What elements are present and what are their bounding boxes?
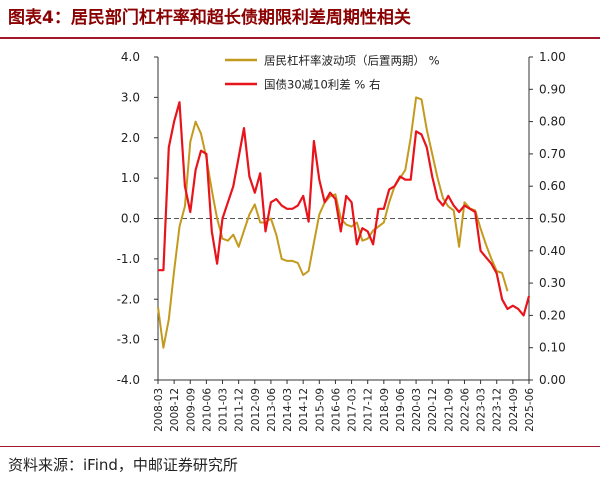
x-axis-tick-label: 2009-09	[185, 388, 197, 432]
x-axis-tick-label: 2011-12	[234, 388, 246, 432]
legend-label: 国债30减10利差 % 右	[264, 78, 381, 92]
right-axis-tick-label: 0.40	[539, 244, 566, 258]
x-axis-tick-label: 2022-06	[459, 388, 471, 432]
x-axis-tick-label: 2018-09	[379, 388, 391, 432]
x-axis-tick-label: 2012-09	[250, 388, 262, 432]
right-axis-tick-label: 0.00	[539, 373, 566, 387]
x-axis-tick-label: 2023-12	[492, 388, 504, 432]
chart-legend: 居民杠杆率波动项（后置两期） % 国债30减10利差 % 右	[225, 54, 440, 92]
x-axis-tick-label: 2016-06	[330, 388, 342, 432]
x-axis-tick-label: 2011-03	[218, 388, 230, 432]
right-axis-tick-label: 0.70	[539, 147, 566, 161]
right-axis-tick-label: 0.10	[539, 341, 566, 355]
x-axis-tick-label: 2013-06	[266, 388, 278, 432]
x-axis-tick-label: 2015-09	[314, 388, 326, 432]
title-divider	[0, 37, 600, 39]
x-axis-tick-label: 2021-09	[443, 388, 455, 432]
right-axis-tick-label: 1.00	[539, 50, 566, 64]
right-axis-tick-label: 0.30	[539, 276, 566, 290]
x-axis-tick-label: 2008-03	[153, 388, 165, 432]
right-axis-tick-label: 0.60	[539, 179, 566, 193]
left-axis-tick-label: -4.0	[117, 373, 140, 387]
legend-label: 居民杠杆率波动项（后置两期） %	[264, 54, 440, 68]
left-axis-tick-label: 2.0	[121, 131, 140, 145]
x-axis-tick-label: 2017-03	[347, 388, 359, 432]
right-axis-tick-label: 0.90	[539, 82, 566, 96]
x-axis-tick-label: 2020-12	[427, 388, 439, 432]
x-axis-tick-label: 2024-09	[508, 388, 520, 432]
x-axis-tick-label: 2023-03	[476, 388, 488, 432]
chart-series	[157, 96, 531, 349]
left-axis-tick-label: -2.0	[117, 292, 140, 306]
left-axis-tick-label: 0.0	[121, 212, 140, 226]
x-axis-tick-label: 2017-12	[363, 388, 375, 432]
source-note: 资料来源：iFind，中邮证券研究所	[8, 456, 238, 474]
left-axis-tick-label: -3.0	[117, 333, 140, 347]
right-axis-tick-label: 0.20	[539, 308, 566, 322]
x-axis-tick-label: 2025-06	[524, 388, 536, 432]
line-chart: 4.0 3.0 2.0 1.0 0.0 -1.0 -2.0 -3.0 -4.0 1.00 0.90 0…	[117, 50, 566, 432]
right-axis-tick-label: 0.50	[539, 212, 566, 226]
left-axis-tick-label: 4.0	[121, 50, 140, 64]
x-axis-tick-label: 2020-03	[411, 388, 423, 432]
source-divider	[0, 446, 600, 447]
chart-axes: 4.0 3.0 2.0 1.0 0.0 -1.0 -2.0 -3.0 -4.0 1.00 0.90 0…	[117, 50, 566, 432]
chart-title: 图表4：居民部门杠杆率和超长债期限利差周期性相关	[8, 8, 411, 28]
x-axis-tick-label: 2019-06	[395, 388, 407, 432]
left-axis-tick-label: 3.0	[121, 90, 140, 104]
x-axis-tick-label: 2008-12	[169, 388, 181, 432]
x-axis-tick-label: 2014-12	[298, 388, 310, 432]
x-axis-tick-label: 2010-06	[201, 388, 213, 432]
x-axis-tick-label: 2014-03	[282, 388, 294, 432]
right-axis-tick-label: 0.80	[539, 115, 566, 129]
left-axis-tick-label: 1.0	[121, 171, 140, 185]
left-axis-tick-label: -1.0	[117, 252, 140, 266]
series-line-bond-spread	[158, 101, 531, 317]
